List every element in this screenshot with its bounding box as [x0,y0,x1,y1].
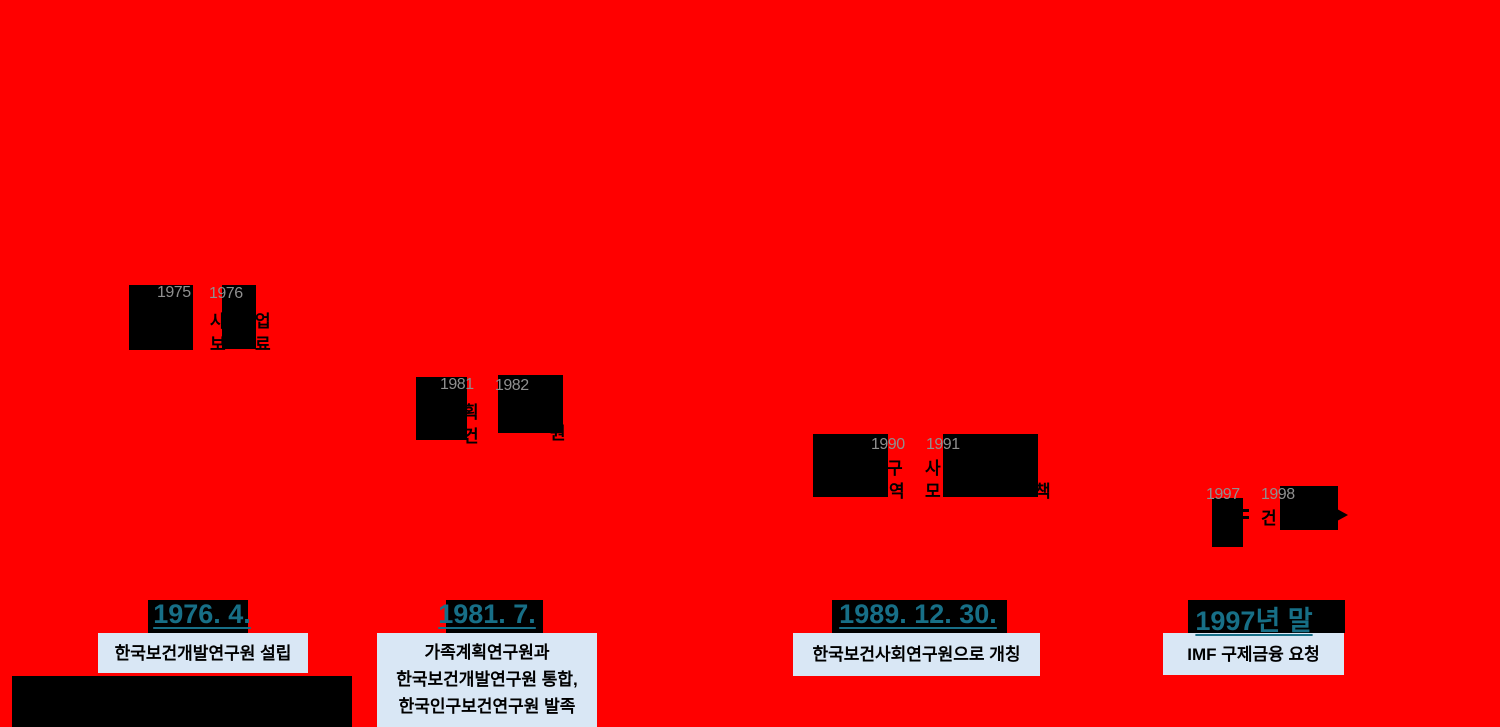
caption-fragment: 사 [210,312,226,331]
milestone-date-1997: 1997년 말 [1195,606,1313,636]
year-label-1998: 1998 [1261,486,1295,503]
redacted-photo-1976 [222,285,256,349]
milestone-date-1976: 1976. 4. [153,599,251,629]
caption-fragment: 건 [1261,509,1277,528]
redacted-photo-1998 [1280,486,1338,530]
milestone-text: 한국보건사회연구원으로 개칭 [812,645,1021,664]
caption-fragment: 구 [887,459,903,478]
milestone-panel-1976: 한국보건개발연구원 설립 [98,633,308,673]
year-label-1981: 1981 [440,376,474,393]
caption-fragment: 료 [255,335,271,354]
milestone-panel-1989: 한국보건사회연구원으로 개칭 [793,633,1040,676]
milestone-text: 한국보건개발연구원 설립 [114,643,292,663]
redacted-photo-1981 [416,377,467,440]
caption-fragment: 모 [925,482,941,501]
year-label-1997: 1997 [1206,486,1240,503]
redaction-behind-date-3 [832,600,1007,633]
redacted-photo-1991 [943,434,1038,497]
year-label-1976: 1976 [209,285,243,302]
redacted-block-bottom-left [12,676,352,727]
milestone-panel-1981: 가족계획연구원과 한국보건개발연구원 통합, 한국인구보건연구원 발족 [377,633,597,727]
milestone-text: 가족계획연구원과 [424,643,550,662]
caption-fragment: 역 [889,482,905,501]
caption-fragment: 책 [1035,482,1051,501]
milestone-date-1981: 1981. 7. [438,599,536,629]
milestone-text: 한국보건개발연구원 통합, [396,670,578,689]
milestone-panel-1997: IMF 구제금융 요청 [1163,633,1344,675]
text-fragment [1243,509,1249,512]
year-label-1982: 1982 [495,377,529,394]
redacted-photo-1997 [1212,498,1243,547]
year-label-1991: 1991 [926,436,960,453]
year-label-1975: 1975 [157,284,191,301]
caption-fragment: 업 [255,312,271,331]
redacted-photo-1975 [129,285,193,350]
milestone-text: IMF 구제금융 요청 [1187,644,1320,664]
year-label-1990: 1990 [871,436,905,453]
caption-fragment: 보 [210,335,226,354]
text-fragment [1243,516,1249,519]
redaction-behind-date-2 [446,600,543,633]
redaction-behind-date-1 [148,600,248,633]
redaction-behind-date-4 [1188,600,1345,633]
redacted-photo-1982 [498,375,563,433]
milestone-text: 한국인구보건연구원 발족 [398,697,576,716]
redacted-photo-1990 [813,434,888,497]
caption-fragment: 사 [925,459,941,478]
milestone-date-1989: 1989. 12. 30. [839,599,997,629]
